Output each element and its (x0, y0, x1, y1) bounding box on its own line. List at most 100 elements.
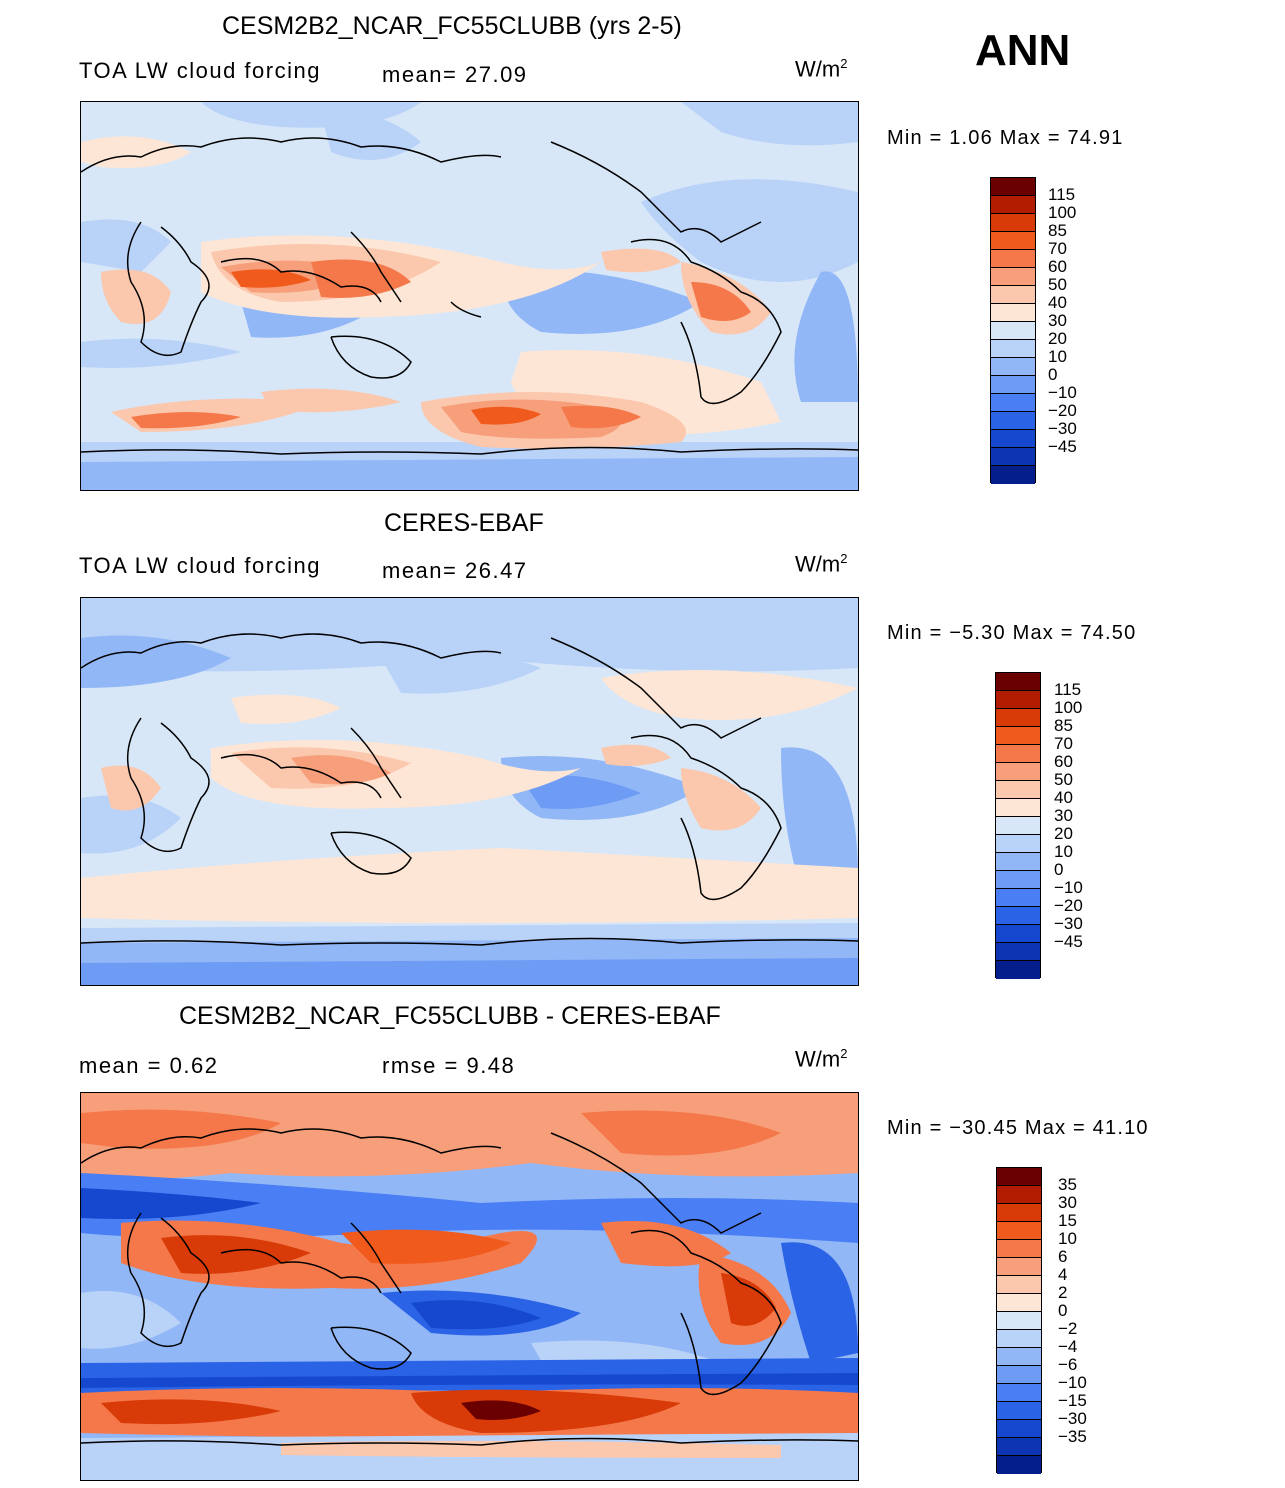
colorbar-tick-label: 20 (1054, 824, 1073, 843)
colorbar-bin (996, 745, 1040, 763)
panel3-map (80, 1092, 859, 1481)
panel1-title: CESM2B2_NCAR_FC55CLUBB (yrs 2-5) (222, 12, 682, 40)
panel2-units: W/m2 (795, 551, 848, 577)
colorbar-bin (997, 1348, 1041, 1366)
colorbar-bin (991, 232, 1035, 250)
panel1-units: W/m2 (795, 56, 848, 82)
colorbar-tick-label: −20 (1048, 401, 1077, 420)
colorbar-tick-label: −30 (1058, 1409, 1087, 1428)
colorbar-bin (996, 871, 1040, 889)
panel1-variable-label: TOA LW cloud forcing (79, 58, 321, 83)
panel3-minmax: Min = −30.45 Max = 41.10 (887, 1117, 1149, 1139)
colorbar-bin (996, 727, 1040, 745)
colorbar-tick-label: −10 (1054, 878, 1083, 897)
colorbar-bin (991, 358, 1035, 376)
colorbar-tick-label: −6 (1058, 1355, 1078, 1374)
colorbar-bin (997, 1402, 1041, 1420)
colorbar-bin (991, 430, 1035, 448)
colorbar-bin (997, 1168, 1041, 1186)
colorbar-tick-label: 0 (1048, 365, 1058, 384)
colorbar-tick-label: −2 (1058, 1319, 1078, 1338)
colorbar-bin (997, 1240, 1041, 1258)
colorbar-bin (996, 691, 1040, 709)
colorbar-bin (991, 412, 1035, 430)
colorbar-tick-label: 20 (1048, 329, 1067, 348)
colorbar-tick-label: −20 (1054, 896, 1083, 915)
colorbar-bin (991, 268, 1035, 286)
panel3-units: W/m2 (795, 1046, 848, 1072)
colorbar-tick-label: 35 (1058, 1175, 1077, 1194)
colorbar-bin (996, 673, 1040, 691)
colorbar-tick-label: 85 (1048, 221, 1067, 240)
colorbar-bin (991, 376, 1035, 394)
colorbar-tick-label: −35 (1058, 1427, 1087, 1446)
colorbar-bin (997, 1186, 1041, 1204)
colorbar-bin (991, 394, 1035, 412)
panel3-mean: mean = 0.62 (79, 1053, 219, 1078)
colorbar-tick-label: 10 (1048, 347, 1067, 366)
colorbar-bin (997, 1294, 1041, 1312)
colorbar-tick-label: 4 (1058, 1265, 1068, 1284)
colorbar-bin (991, 250, 1035, 268)
colorbar-bin (991, 340, 1035, 358)
colorbar-tick-label: 50 (1048, 275, 1067, 294)
colorbar-tick-label: 30 (1058, 1193, 1077, 1212)
panel3-colorbar (996, 1167, 1042, 1474)
colorbar-tick-label: −30 (1054, 914, 1083, 933)
panel1-heatmap (81, 102, 858, 490)
colorbar-tick-label: 100 (1054, 698, 1083, 717)
colorbar-bin (991, 214, 1035, 232)
colorbar-tick-label: 10 (1058, 1229, 1077, 1248)
colorbar-tick-label: 10 (1054, 842, 1073, 861)
colorbar-tick-label: 0 (1054, 860, 1064, 879)
colorbar-tick-label: −30 (1048, 419, 1077, 438)
colorbar-tick-label: 115 (1054, 680, 1082, 699)
colorbar-tick-label: 0 (1058, 1301, 1068, 1320)
panel2-minmax: Min = −5.30 Max = 74.50 (887, 622, 1137, 644)
colorbar-tick-label: 2 (1058, 1283, 1068, 1302)
panel2-colorbar (995, 672, 1041, 979)
colorbar-bin (997, 1438, 1041, 1456)
colorbar-bin (991, 196, 1035, 214)
panel2-heatmap (81, 598, 858, 985)
colorbar-bin (996, 961, 1040, 979)
panel2-mean: mean= 26.47 (382, 558, 528, 583)
colorbar-tick-label: 100 (1048, 203, 1077, 222)
colorbar-bin (991, 304, 1035, 322)
panel1-colorbar (990, 177, 1036, 484)
panel3-title: CESM2B2_NCAR_FC55CLUBB - CERES-EBAF (179, 1002, 721, 1030)
colorbar-tick-label: −4 (1058, 1337, 1078, 1356)
colorbar-tick-label: 70 (1054, 734, 1073, 753)
colorbar-bin (997, 1456, 1041, 1474)
colorbar-bin (996, 889, 1040, 907)
colorbar-bin (991, 322, 1035, 340)
colorbar-bin (996, 907, 1040, 925)
colorbar-tick-label: −45 (1054, 932, 1083, 951)
colorbar-tick-label: −45 (1048, 437, 1077, 456)
colorbar-bin (991, 466, 1035, 484)
colorbar-bin (997, 1330, 1041, 1348)
colorbar-bin (996, 943, 1040, 961)
colorbar-tick-label: 30 (1054, 806, 1073, 825)
colorbar-tick-label: 15 (1058, 1211, 1077, 1230)
colorbar-bin (996, 763, 1040, 781)
colorbar-bin (997, 1204, 1041, 1222)
colorbar-tick-label: 6 (1058, 1247, 1068, 1266)
colorbar-bin (996, 853, 1040, 871)
panel1-minmax: Min = 1.06 Max = 74.91 (887, 127, 1124, 149)
colorbar-tick-label: 60 (1054, 752, 1073, 771)
colorbar-tick-label: 70 (1048, 239, 1067, 258)
panel1-mean: mean= 27.09 (382, 62, 528, 87)
season-label: ANN (975, 26, 1071, 75)
colorbar-tick-label: 60 (1048, 257, 1067, 276)
colorbar-tick-label: 40 (1048, 293, 1067, 312)
panel2-title: CERES-EBAF (384, 509, 544, 537)
colorbar-bin (997, 1312, 1041, 1330)
colorbar-bin (997, 1420, 1041, 1438)
colorbar-tick-label: −10 (1048, 383, 1077, 402)
colorbar-tick-label: 50 (1054, 770, 1073, 789)
colorbar-bin (991, 178, 1035, 196)
colorbar-tick-label: 85 (1054, 716, 1073, 735)
colorbar-bin (996, 709, 1040, 727)
colorbar-bin (997, 1366, 1041, 1384)
